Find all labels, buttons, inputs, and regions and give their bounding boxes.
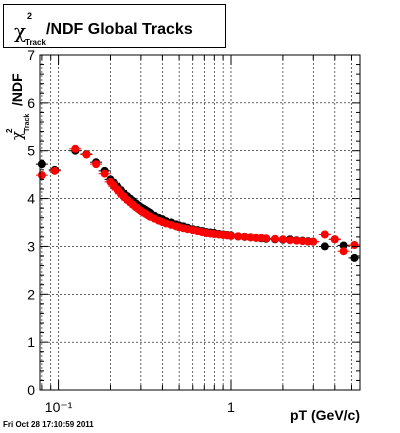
y-axis-label: χ2 Track/NDF [5,73,31,140]
y-axis-title: χ2 Track/NDF [5,73,31,140]
plot-frame [39,54,361,391]
y-tick-label: 5 [27,143,35,159]
red-data-point [309,237,318,246]
red-data-point [330,235,339,244]
title-superscript: 2 [27,11,33,21]
red-data-point [339,247,348,256]
red-data-point [286,236,295,245]
title-chi-symbol: χ [14,19,27,43]
axis-ticks: 0 1 2 3 4 5 6 7 10⁻¹ 1 [27,47,360,415]
y-tick-label: 6 [27,95,35,111]
y-axis-sub: Track [24,114,31,132]
y-tick-label: 4 [27,191,35,207]
black-data-point [37,160,46,169]
y-axis-ndf: /NDF [9,73,25,106]
red-data-point [92,160,101,169]
red-data-point [234,232,243,241]
data-points [35,144,361,262]
timestamp: Fri Oct 28 17:10:59 2011 [3,420,94,429]
red-data-point [262,234,271,243]
red-data-point [71,144,80,153]
x-tick-label: 1 [227,399,235,415]
red-data-point [320,230,329,239]
y-tick-label: 0 [27,382,35,398]
black-data-point [350,253,359,262]
y-tick-label: 1 [27,334,35,350]
black-data-point [320,242,329,251]
y-axis-chi: χ [8,131,26,140]
red-data-point [100,169,109,178]
black-data-point [339,241,348,250]
title-subscript: Track [25,38,46,47]
y-tick-label: 7 [27,47,35,63]
red-data-point [227,231,236,240]
y-axis-sup: 2 [5,128,14,133]
y-tick-label: 3 [27,238,35,254]
chart-title: /NDF Global Tracks [46,21,193,38]
red-data-point [37,171,46,180]
chart-title-box: χ 2 Track /NDF Global Tracks [3,4,226,48]
y-tick-label: 2 [27,286,35,302]
x-tick-label: 10⁻¹ [45,399,73,415]
red-data-point [271,234,280,243]
grid-lines [40,55,360,390]
red-data-point [350,240,359,249]
x-axis-label: pT (GeV/c) [290,407,361,423]
red-data-point [50,166,59,175]
red-data-point [82,150,91,159]
red-data-point [278,235,287,244]
